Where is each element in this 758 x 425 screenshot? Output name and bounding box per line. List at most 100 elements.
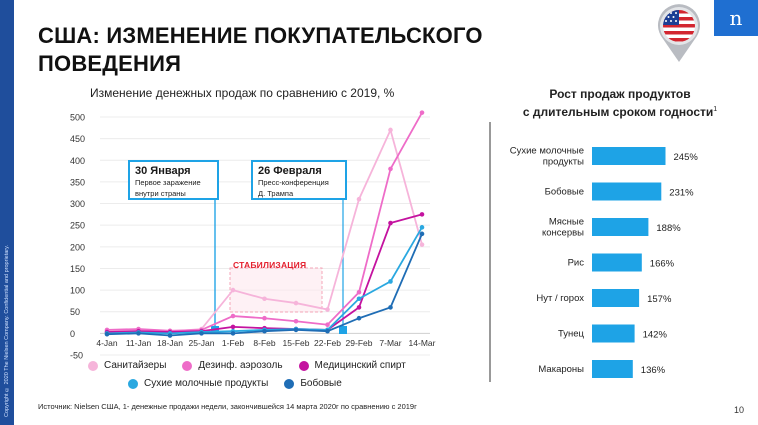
legend-row-2: Сухие молочные продукты Бобовые [128, 378, 358, 389]
x-tick-label: 11-Jan [126, 338, 152, 348]
series-point-aerosol [419, 110, 425, 115]
bar [592, 360, 633, 378]
source-footnote: Источник: Nielsen США, 1- денежные прода… [38, 402, 417, 411]
x-tick-label: 4-Jan [96, 338, 118, 348]
bar [592, 253, 642, 272]
bar-chart-title-sup: 1 [713, 106, 718, 113]
series-point-beans [167, 333, 173, 338]
series-point-sanitizers [262, 296, 267, 302]
bar-category-label-line: продукты [543, 157, 584, 168]
stabilization-box [229, 267, 323, 313]
nielsen-logo: n [714, 0, 758, 36]
series-point-aerosol [230, 313, 236, 319]
usa-flag-pin-icon [658, 4, 700, 62]
series-point-beans [419, 231, 425, 237]
x-tick-label: 15-Feb [283, 338, 310, 348]
series-point-aerosol [356, 289, 362, 295]
legend-dot-aerosol [182, 360, 193, 371]
series-point-sanitizers [325, 307, 330, 312]
annotation-feb26-line1: Пресс-конференция [258, 178, 329, 187]
legend-dot-dairy [128, 378, 138, 389]
annotation-jan30-line2: внутри страны [135, 189, 186, 198]
series-point-spirit [388, 220, 393, 226]
series-point-sanitizers [388, 127, 393, 133]
series-point-aerosol [388, 166, 393, 172]
bar [592, 289, 640, 307]
legend-label-spirit: Медицинский спирт [314, 360, 406, 371]
series-point-beans [136, 331, 141, 336]
x-tick-label: 8-Feb [253, 338, 275, 348]
y-tick-label: 100 [70, 286, 85, 296]
series-point-spirit [230, 324, 236, 330]
legend-dot-spirit [298, 360, 309, 371]
bar [592, 147, 666, 165]
bar-category-label-line: Тунец [558, 329, 585, 340]
series-point-beans [262, 328, 267, 334]
x-tick-label: 25-Jan [189, 338, 215, 348]
y-tick-label: 450 [70, 134, 85, 144]
annotation-jan30: 30 Января Первое заражение внутри страны [128, 160, 219, 200]
annotation-marker-feb26 [339, 326, 347, 334]
annotation-feb26-line2: Д. Трампа [258, 189, 294, 198]
series-point-sanitizers [419, 242, 425, 247]
bar-category-label-line: консервы [542, 228, 584, 239]
bar-category-label-line: Нут / горох [536, 293, 584, 304]
x-tick-label: 7-Mar [379, 338, 401, 348]
y-tick-label: 200 [70, 242, 85, 252]
y-tick-label: 150 [70, 264, 85, 274]
annotation-feb26-title: 26 Февраля [258, 165, 322, 177]
legend-item-aerosol: Дезинф. аэрозоль [182, 360, 283, 371]
bar-value-label: 157% [647, 294, 672, 305]
series-point-dairy [388, 279, 393, 284]
bar-value-label: 245% [674, 152, 699, 163]
series-point-beans [388, 305, 393, 310]
bar-chart-title: Рост продаж продуктов с длительным сроко… [490, 86, 750, 120]
bar-value-label: 231% [669, 188, 694, 199]
bar-category-label: Рис [568, 258, 585, 269]
series-point-aerosol [262, 315, 267, 321]
bar-value-label: 166% [650, 259, 675, 270]
y-tick-label: 500 [70, 113, 85, 123]
bar-category-label: Нут / горох [536, 293, 584, 304]
side-strip [0, 0, 14, 425]
bar [592, 182, 662, 201]
series-point-beans [230, 331, 236, 336]
y-tick-label: 250 [70, 221, 85, 231]
stabilization-label: СТАБИЛИЗАЦИЯ [233, 260, 307, 270]
x-tick-label: 22-Feb [314, 338, 341, 348]
series-point-beans [199, 331, 204, 336]
y-tick-label: -50 [70, 351, 83, 361]
series-point-beans [356, 315, 362, 321]
x-tick-label: 18-Jan [157, 338, 183, 348]
legend-item-beans: Бобовые [284, 378, 342, 389]
annotation-jan30-title: 30 Января [135, 165, 191, 177]
series-point-spirit [419, 212, 425, 217]
series-point-sanitizers [230, 287, 236, 293]
legend-dot-beans [284, 378, 295, 389]
legend-item-spirit: Медицинский спирт [298, 360, 406, 371]
bar [592, 324, 635, 343]
bar-category-label: Бобовые [545, 187, 584, 198]
x-tick-label: 29-Feb [346, 338, 373, 348]
x-tick-label: 14-Mar [409, 338, 436, 348]
series-point-beans [325, 328, 330, 334]
bar-chart-title-line2: с длительным сроком годности [522, 105, 714, 119]
y-tick-label: 0 [70, 329, 75, 339]
legend-item-sanitizers: Санитайзеры [88, 360, 166, 371]
bar-value-label: 142% [643, 330, 668, 341]
series-point-aerosol [293, 318, 299, 324]
annotation-jan30-line1: Первое заражение [135, 178, 201, 187]
legend-label-aerosol: Дезинф. аэрозоль [198, 360, 283, 371]
page-title: США: ИЗМЕНЕНИЕ ПОКУПАТЕЛЬСКОГО ПОВЕДЕНИЯ [38, 23, 483, 76]
y-tick-label: 50 [70, 307, 80, 317]
legend-label-sanitizers: Санитайзеры [104, 360, 167, 371]
bar-category-label-line: Бобовые [545, 187, 584, 198]
legend-row-1: Санитайзеры Дезинф. аэрозоль Медицинский… [88, 360, 422, 371]
legend-item-dairy: Сухие молочные продукты [128, 378, 268, 389]
bar-category-label-line: Рис [568, 258, 585, 269]
annotation-feb26: 26 Февраля Пресс-конференция Д. Трампа [251, 160, 347, 200]
legend-label-dairy: Сухие молочные продукты [144, 378, 269, 389]
line-chart-title: Изменение денежных продаж по сравнению с… [90, 86, 395, 100]
series-point-sanitizers [293, 300, 299, 306]
